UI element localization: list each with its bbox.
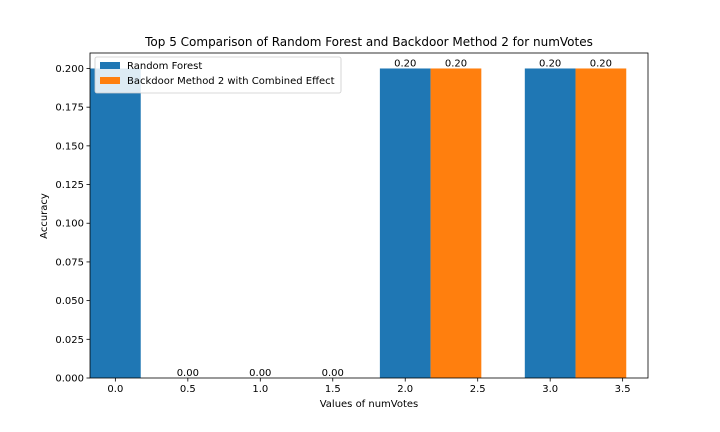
x-tick-label-5: 2.5 xyxy=(470,384,486,395)
y-tick-label-4: 0.100 xyxy=(55,219,84,230)
chart-title: Top 5 Comparison of Random Forest and Ba… xyxy=(144,35,593,49)
bar-s1-1 xyxy=(575,68,627,378)
x-tick-label-4: 2.0 xyxy=(397,384,413,395)
axes-layer: 0.0 0.5 1.0 1.5 2.0 2.5 3.0 3.5 0.000 0.025 0.050 0… xyxy=(55,52,649,395)
y-tick-label-2: 0.050 xyxy=(55,296,84,307)
legend: Random Forest Backdoor Method 2 with Comb… xyxy=(94,56,342,94)
y-tick-label-6: 0.150 xyxy=(55,141,84,152)
bar-value-label-s1-0: 0.20 xyxy=(445,58,467,69)
bar-s0-4 xyxy=(379,68,431,378)
y-tick-label-1: 0.025 xyxy=(55,335,84,346)
bar-value-label-s0-4: 0.20 xyxy=(394,58,416,69)
bar-s0-0 xyxy=(90,68,141,378)
legend-label-1: Backdoor Method 2 with Combined Effect xyxy=(127,76,335,87)
bar-value-label-s0-3: 0.00 xyxy=(322,368,344,379)
y-tick-label-3: 0.075 xyxy=(55,257,84,268)
bar-value-label-s0-5: 0.20 xyxy=(539,58,561,69)
legend-swatch-0 xyxy=(100,62,120,69)
y-tick-label-8: 0.200 xyxy=(55,64,84,75)
bar-s1-0 xyxy=(430,68,482,378)
legend-label-0: Random Forest xyxy=(127,61,202,72)
bar-value-label-s1-1: 0.20 xyxy=(590,58,612,69)
y-axis-label: Accuracy xyxy=(39,193,50,239)
bars-layer: 0.00 0.00 0.00 0.20 0.20 0.20 0.20 xyxy=(90,58,627,379)
legend-swatch-1 xyxy=(100,77,120,84)
x-tick-label-0: 0.0 xyxy=(107,384,123,395)
x-tick-label-6: 3.0 xyxy=(542,384,558,395)
bar-value-label-s0-1: 0.00 xyxy=(177,368,199,379)
x-axis-label: Values of numVotes xyxy=(320,399,419,410)
legend-box xyxy=(94,56,342,94)
x-tick-label-1: 0.5 xyxy=(180,384,196,395)
x-tick-label-3: 1.5 xyxy=(325,384,341,395)
y-tick-label-0: 0.000 xyxy=(55,374,84,385)
bar-s0-5 xyxy=(524,68,576,378)
bar-value-label-s0-2: 0.00 xyxy=(249,368,271,379)
x-tick-label-7: 3.5 xyxy=(615,384,631,395)
x-tick-label-2: 1.0 xyxy=(252,384,268,395)
y-tick-label-5: 0.125 xyxy=(55,180,84,191)
y-tick-label-7: 0.175 xyxy=(55,103,84,114)
plot-frame xyxy=(89,52,649,379)
